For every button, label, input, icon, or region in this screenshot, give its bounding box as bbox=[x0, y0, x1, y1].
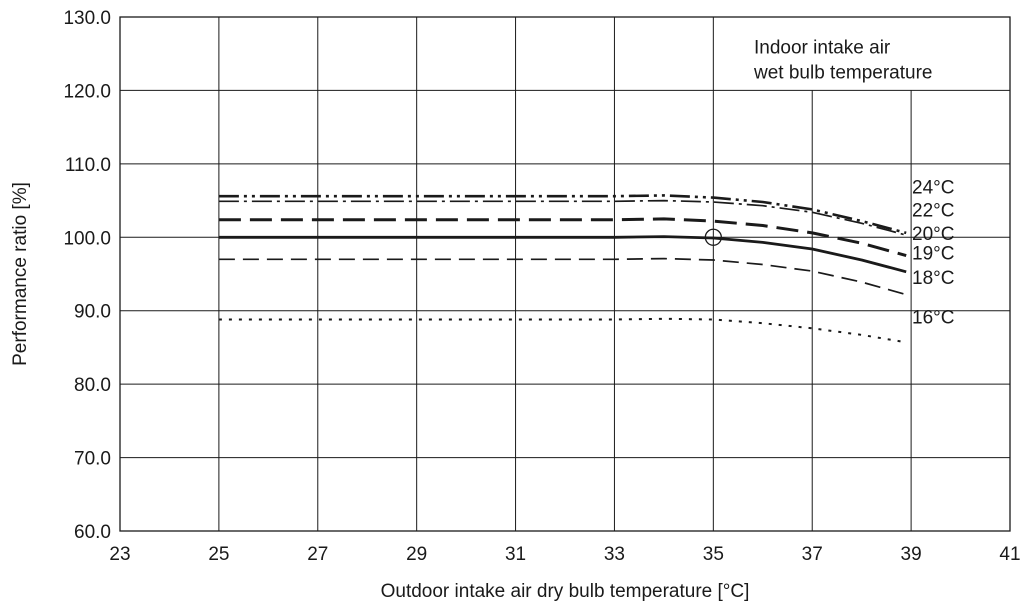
y-axis-title: Performance ratio [%] bbox=[10, 182, 31, 366]
x-axis-tick-labels: 23 25 27 29 31 33 35 37 39 41 bbox=[109, 544, 1020, 565]
reference-point-marker bbox=[704, 228, 722, 246]
y-tick-label: 70.0 bbox=[74, 449, 111, 470]
y-tick-label: 80.0 bbox=[74, 375, 111, 396]
series-label: 20°C bbox=[912, 224, 954, 245]
y-tick-label: 130.0 bbox=[63, 8, 111, 29]
series-line-24°C bbox=[218, 194, 907, 235]
x-tick-label: 33 bbox=[604, 544, 625, 565]
y-tick-label: 90.0 bbox=[74, 302, 111, 323]
x-tick-label: 35 bbox=[703, 544, 724, 565]
legend-title-line-2: wet bulb temperature bbox=[753, 62, 933, 83]
x-tick-label: 37 bbox=[802, 544, 823, 565]
plot-frame bbox=[119, 16, 1011, 532]
x-tick-label: 25 bbox=[208, 544, 229, 565]
y-tick-label: 120.0 bbox=[63, 81, 111, 102]
series-labels: 24°C22°C 20°C19°C 18°C 16°C bbox=[912, 178, 954, 329]
series-line-20°C bbox=[218, 217, 907, 258]
x-tick-label: 29 bbox=[406, 544, 427, 565]
legend-title-line-1: Indoor intake air bbox=[754, 37, 891, 58]
series-label: 22°C bbox=[912, 200, 954, 221]
series-label: 24°C bbox=[912, 178, 954, 199]
x-tick-label: 23 bbox=[109, 544, 130, 565]
series-label: 18°C bbox=[912, 268, 954, 289]
series-line-16°C bbox=[218, 317, 907, 344]
x-axis-title: Outdoor intake air dry bulb temperature … bbox=[381, 581, 750, 602]
grid bbox=[120, 17, 1010, 531]
y-axis-tick-labels: 60.0 70.0 80.0 90.0 100.0 110.0 120.0 130.0 bbox=[63, 8, 111, 543]
series-lines bbox=[218, 194, 907, 344]
series-line-22°C bbox=[218, 199, 907, 236]
series-line-19°C bbox=[218, 235, 907, 274]
x-tick-label: 39 bbox=[901, 544, 922, 565]
series-line-18°C bbox=[218, 257, 907, 296]
x-tick-label: 41 bbox=[999, 544, 1020, 565]
y-tick-label: 110.0 bbox=[65, 155, 111, 176]
x-tick-label: 31 bbox=[505, 544, 526, 565]
series-label: 19°C bbox=[912, 244, 954, 265]
x-tick-label: 27 bbox=[307, 544, 328, 565]
y-tick-label: 60.0 bbox=[74, 522, 111, 543]
series-label: 16°C bbox=[912, 308, 954, 329]
y-tick-label: 100.0 bbox=[63, 228, 111, 249]
